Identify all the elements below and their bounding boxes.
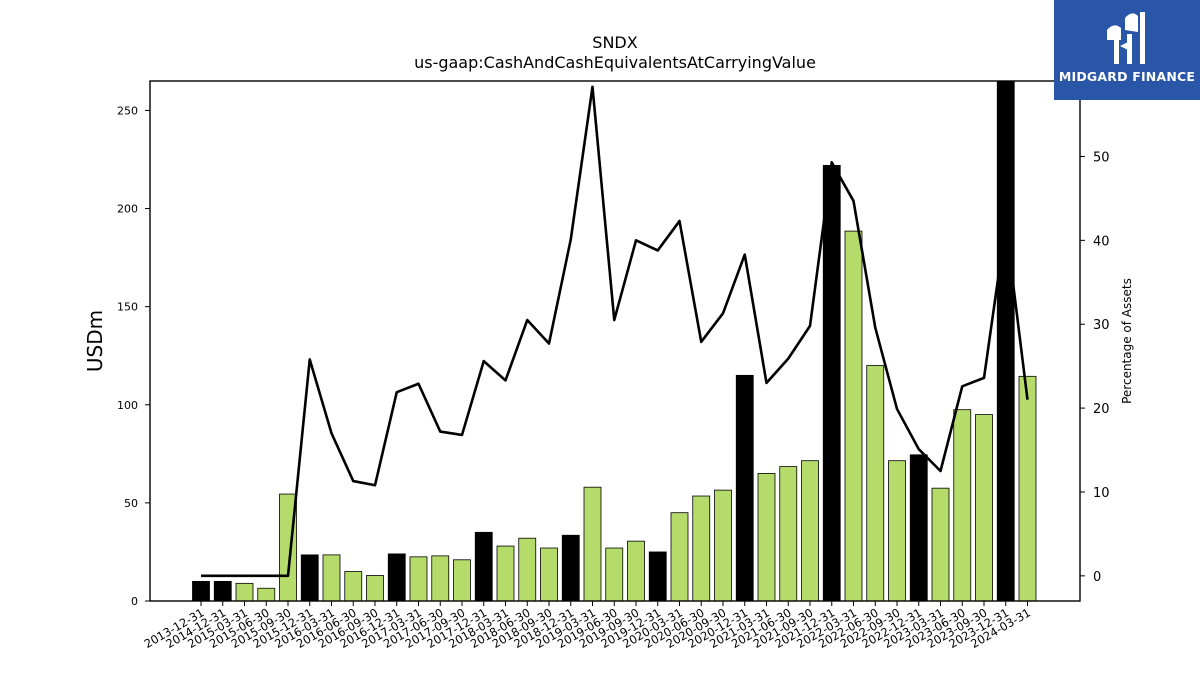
y-tick-label-100: 100: [117, 399, 138, 412]
chart-title: SNDX: [592, 33, 638, 52]
bar-2021-12-31: [822, 164, 841, 602]
midgard-logo-icon: [1107, 12, 1145, 64]
percentage-line: [201, 85, 1029, 578]
bar-2016-03-31: [322, 554, 341, 602]
bar-2023-03-31: [931, 487, 950, 602]
y2-tick-label-0: 0: [1093, 570, 1101, 585]
bar-2017-03-31: [409, 556, 428, 602]
bar-2014-12-31: [213, 580, 232, 602]
bar-2020-03-31: [670, 512, 689, 602]
bar-2021-03-31: [757, 473, 776, 602]
y-tick-label-50: 50: [124, 497, 138, 510]
bar-2016-12-31: [387, 553, 406, 602]
percentage-line-series: [201, 85, 1029, 578]
midgard-finance-logo: MIDGARD FINANCE: [1054, 0, 1200, 100]
bar-2016-06-30: [344, 571, 363, 602]
bar-2020-09-30: [714, 489, 732, 602]
plot-frame: [149, 80, 1081, 602]
bar-2017-12-31: [474, 531, 493, 602]
y-tick-label-200: 200: [117, 203, 138, 216]
bar-2023-12-31: [996, 80, 1015, 602]
bar-2022-09-30: [888, 460, 906, 602]
bar-2018-03-31: [496, 545, 515, 602]
y-tick-label-250: 250: [117, 104, 138, 117]
y2-tick-label-10: 10: [1093, 486, 1110, 501]
bar-2021-09-30: [801, 460, 819, 602]
bar-2015-03-31: [235, 582, 254, 602]
bar-2020-12-31: [735, 374, 754, 602]
bar-2024-03-31: [1018, 375, 1037, 602]
chart-subtitle: us-gaap:CashAndCashEquivalentsAtCarrying…: [414, 53, 816, 72]
y2-axis-label: Percentage of Assets: [1120, 278, 1134, 404]
bar-2019-06-30: [605, 547, 624, 602]
bar-2023-06-30: [953, 409, 972, 602]
y2-tick-label-30: 30: [1093, 318, 1110, 333]
bar-2019-12-31: [648, 551, 667, 602]
bar-2021-06-30: [779, 466, 798, 602]
logo-text: MIDGARD FINANCE: [1058, 69, 1196, 84]
chart-axes: 050100150200250010203040502013-12-312014…: [83, 80, 1134, 651]
y2-tick-label-50: 50: [1093, 150, 1110, 165]
bar-2015-06-30: [257, 587, 276, 602]
bar-2017-09-30: [453, 559, 471, 602]
bar-2019-09-30: [627, 540, 645, 602]
y2-tick-label-20: 20: [1093, 402, 1110, 417]
bar-2022-12-31: [909, 454, 928, 602]
y-axis-label: USDm: [83, 310, 107, 372]
bar-2016-09-30: [366, 575, 384, 602]
bar-2015-12-31: [300, 554, 319, 602]
bar-2017-06-30: [431, 555, 450, 602]
y2-tick-label-40: 40: [1093, 234, 1110, 249]
bar-2020-06-30: [692, 495, 711, 602]
bar-2022-03-31: [844, 230, 863, 602]
bar-series: [192, 80, 1037, 602]
y-tick-label-150: 150: [117, 301, 138, 314]
bar-2022-06-30: [866, 365, 885, 602]
bar-2013-12-31: [192, 580, 210, 602]
bar-2018-06-30: [518, 537, 537, 602]
bar-2023-09-30: [975, 414, 993, 602]
bar-2018-09-30: [540, 547, 558, 602]
bar-2019-03-31: [583, 486, 602, 602]
y-tick-label-0: 0: [131, 595, 138, 608]
bar-2018-12-31: [561, 534, 580, 602]
